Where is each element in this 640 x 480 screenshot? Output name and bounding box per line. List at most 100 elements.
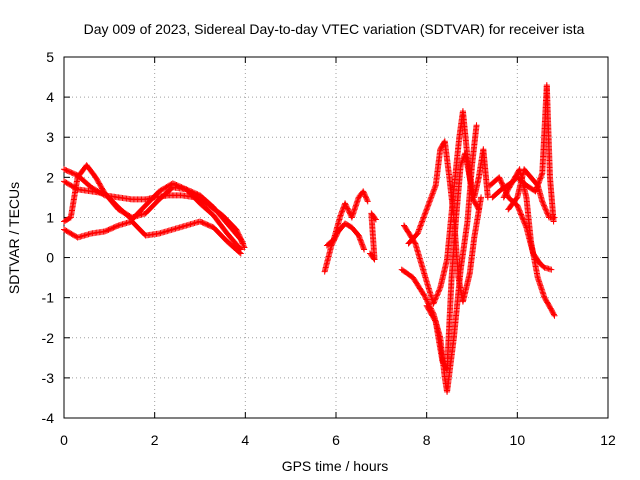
data-point — [364, 197, 371, 204]
data-point — [519, 215, 526, 222]
data-point — [519, 214, 526, 221]
x-tick-label: 8 — [423, 432, 431, 448]
data-point — [433, 293, 440, 300]
series-arc-n — [500, 166, 558, 319]
data-point — [343, 204, 350, 211]
x-axis-ticks: 0 2 4 6 8 10 12 — [60, 57, 616, 448]
data-point — [342, 200, 349, 207]
data-point — [424, 205, 431, 212]
data-point — [239, 239, 246, 246]
data-point — [499, 180, 506, 187]
data-point — [518, 212, 525, 219]
data-point — [539, 199, 546, 206]
data-point — [421, 213, 428, 220]
data-point — [424, 203, 431, 210]
data-point — [339, 208, 346, 215]
x-tick-label: 2 — [151, 432, 159, 448]
data-point — [428, 194, 435, 201]
data-point — [239, 240, 246, 247]
data-point — [435, 288, 442, 295]
data-point — [420, 214, 427, 221]
data-point — [429, 191, 436, 198]
data-point — [432, 183, 439, 190]
data-point — [236, 249, 243, 256]
y-tick-label: 0 — [46, 250, 54, 266]
data-point — [419, 217, 426, 224]
y-tick-label: -1 — [42, 290, 55, 306]
data-point — [425, 201, 432, 208]
data-point — [114, 223, 121, 230]
data-point — [421, 211, 428, 218]
data-point — [414, 230, 421, 237]
data-points — [61, 82, 558, 395]
data-point — [458, 160, 465, 167]
data-point — [516, 207, 523, 214]
data-point — [427, 195, 434, 202]
data-point — [520, 216, 527, 223]
data-point — [540, 201, 547, 208]
data-point — [514, 203, 521, 210]
data-point — [431, 298, 438, 305]
data-point — [430, 300, 437, 307]
data-point — [361, 192, 368, 199]
data-point — [542, 205, 549, 212]
data-point — [422, 295, 429, 302]
series-arc-c — [61, 162, 244, 253]
data-point — [431, 299, 438, 306]
data-point — [417, 222, 424, 229]
data-point — [432, 317, 439, 324]
data-point — [238, 237, 245, 244]
series-arc-k — [423, 146, 491, 373]
data-point — [433, 292, 440, 299]
y-axis-label: SDTVAR / TECUs — [6, 182, 22, 294]
data-point — [427, 197, 434, 204]
data-point — [241, 244, 248, 251]
series-arc-m — [489, 82, 557, 225]
data-point — [551, 214, 558, 221]
series-arc-i — [401, 108, 482, 307]
data-point — [422, 293, 429, 300]
data-point — [548, 266, 555, 273]
data-point — [518, 211, 525, 218]
data-point — [337, 212, 344, 219]
chart-title: Day 009 of 2023, Sidereal Day-to-day VTE… — [84, 21, 585, 37]
data-point — [339, 207, 346, 214]
data-point — [420, 215, 427, 222]
data-point — [430, 187, 437, 194]
data-point — [423, 207, 430, 214]
data-point — [416, 225, 423, 232]
y-tick-label: -2 — [42, 330, 55, 346]
data-point — [363, 195, 370, 202]
data-point — [422, 209, 429, 216]
data-point — [550, 311, 557, 318]
data-point — [426, 199, 433, 206]
data-point — [515, 205, 522, 212]
data-point — [240, 241, 247, 248]
data-point — [539, 198, 546, 205]
series-arc-g — [367, 210, 379, 263]
data-point — [343, 202, 350, 209]
data-point — [432, 296, 439, 303]
data-point — [362, 193, 369, 200]
data-point — [498, 179, 505, 186]
data-point — [497, 178, 504, 185]
data-point — [338, 211, 345, 218]
y-tick-label: 2 — [46, 169, 54, 185]
data-point — [496, 175, 503, 182]
data-point — [364, 198, 371, 205]
data-point — [371, 215, 378, 222]
x-tick-label: 10 — [510, 432, 526, 448]
data-point — [237, 250, 244, 257]
series-arc-j — [405, 138, 485, 305]
y-tick-label: -4 — [42, 410, 55, 426]
grid — [64, 57, 608, 418]
data-point — [360, 189, 367, 196]
data-point — [423, 206, 430, 213]
y-tick-label: 1 — [46, 209, 54, 225]
data-point — [515, 206, 522, 213]
x-tick-label: 6 — [332, 432, 340, 448]
data-point — [344, 205, 351, 212]
data-point — [473, 122, 480, 129]
data-point — [543, 209, 550, 216]
data-point — [434, 291, 441, 298]
